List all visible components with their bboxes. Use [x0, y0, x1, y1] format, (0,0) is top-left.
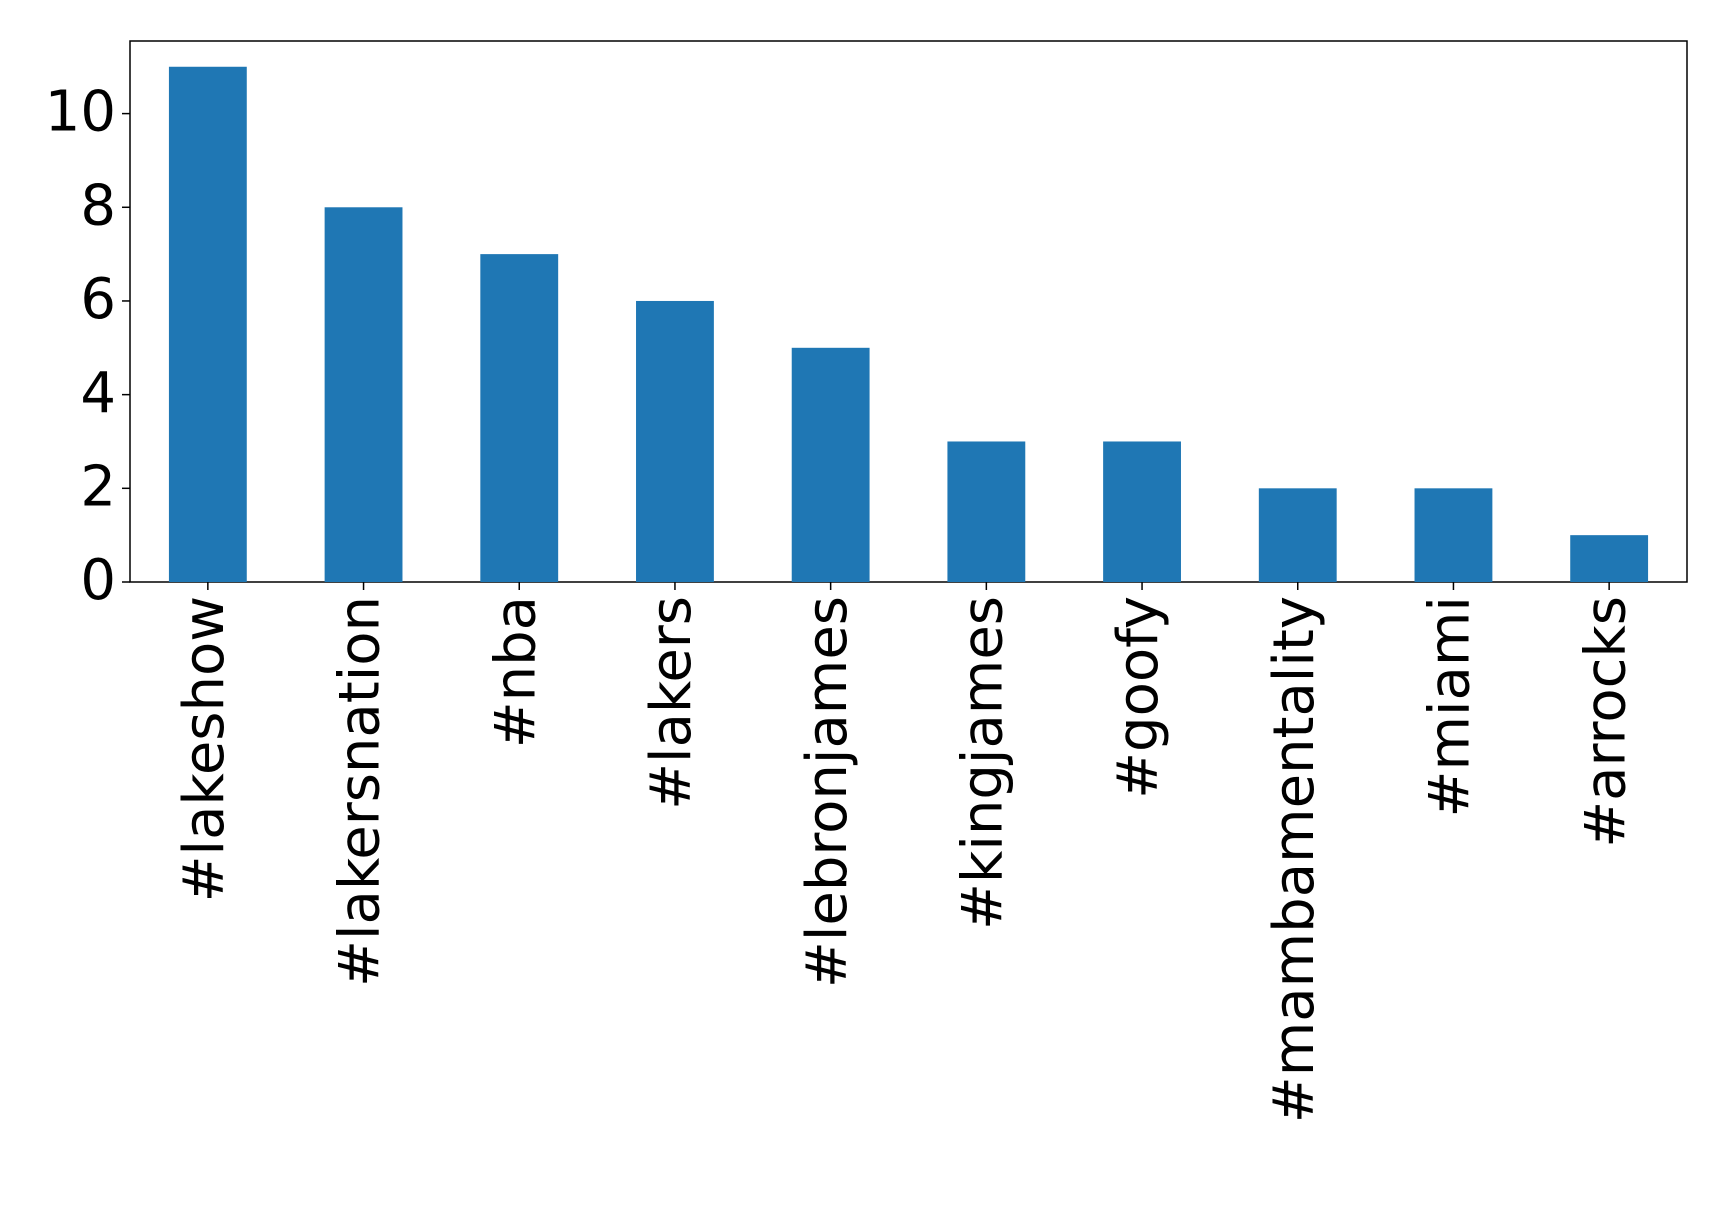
- bar: [480, 254, 559, 582]
- bar: [1414, 488, 1493, 582]
- bar: [1570, 535, 1649, 582]
- bar: [1258, 488, 1337, 582]
- x-tick-label: #goofy: [1106, 596, 1171, 799]
- y-tick-label: 8: [80, 173, 116, 238]
- bar: [947, 441, 1026, 582]
- y-tick-label: 4: [80, 361, 116, 426]
- x-tick-label: #lakeshow: [172, 596, 237, 902]
- y-tick-label: 2: [80, 454, 116, 519]
- bar: [791, 347, 870, 582]
- y-tick-label: 6: [80, 267, 116, 332]
- x-tick-label: #miami: [1418, 596, 1483, 817]
- x-tick-label: #lakersnation: [328, 596, 393, 987]
- bar: [324, 207, 403, 583]
- y-tick-label: 10: [45, 80, 116, 145]
- y-tick-label: 0: [80, 548, 116, 613]
- plot-frame: [129, 40, 1688, 583]
- x-tick-label: #mambamentality: [1262, 596, 1327, 1123]
- x-tick-label: #arrocks: [1573, 596, 1638, 848]
- bar: [1103, 441, 1181, 582]
- x-tick-label: #lakers: [639, 596, 704, 810]
- x-tick-label: #lebronjames: [795, 596, 860, 988]
- x-tick-label: #kingjames: [950, 596, 1015, 930]
- bar: [636, 300, 714, 582]
- bar: [168, 66, 247, 582]
- x-tick-label: #nba: [483, 596, 548, 748]
